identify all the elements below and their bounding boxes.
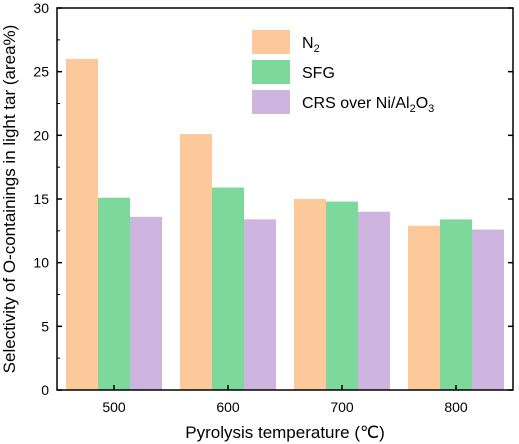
legend-label: CRS over Ni/Al2O3 bbox=[302, 95, 434, 115]
x-tick-label: 800 bbox=[444, 399, 468, 415]
y-tick-label: 10 bbox=[33, 255, 49, 271]
bar-crs-over-ni-al2o3-600 bbox=[244, 219, 276, 390]
x-tick-label: 500 bbox=[102, 399, 126, 415]
bar-n2-800 bbox=[408, 225, 440, 390]
y-tick-label: 15 bbox=[33, 191, 49, 207]
y-axis: 0 5 10 15 20 25 30 bbox=[33, 0, 513, 398]
x-tick-label: 600 bbox=[216, 399, 240, 415]
x-axis: 500 600 700 800 bbox=[102, 385, 468, 415]
bars-layer bbox=[66, 58, 504, 390]
y-tick-label: 20 bbox=[33, 127, 49, 143]
bar-sfg-700 bbox=[326, 201, 358, 390]
legend-label: SFG bbox=[302, 65, 335, 82]
y-tick-label: 25 bbox=[33, 64, 49, 80]
bar-crs-over-ni-al2o3-500 bbox=[130, 216, 162, 390]
bar-n2-600 bbox=[180, 134, 212, 390]
y-tick-label: 0 bbox=[41, 382, 49, 398]
bar-crs-over-ni-al2o3-800 bbox=[472, 229, 504, 390]
x-tick-label: 700 bbox=[330, 399, 354, 415]
bar-sfg-500 bbox=[98, 197, 130, 390]
bar-sfg-800 bbox=[440, 219, 472, 390]
y-tick-label: 5 bbox=[41, 318, 49, 334]
bar-sfg-600 bbox=[212, 187, 244, 390]
legend-swatch bbox=[252, 60, 290, 84]
legend-label: N2 bbox=[302, 35, 320, 55]
legend-swatch bbox=[252, 30, 290, 54]
y-tick-label: 30 bbox=[33, 0, 49, 16]
legend: N2 SFG CRS over Ni/Al2O3 bbox=[252, 30, 434, 115]
legend-swatch bbox=[252, 90, 290, 114]
bar-n2-500 bbox=[66, 58, 98, 390]
x-axis-label: Pyrolysis temperature (℃) bbox=[185, 423, 385, 442]
bar-crs-over-ni-al2o3-700 bbox=[358, 211, 390, 390]
bar-n2-700 bbox=[294, 199, 326, 390]
y-axis-label: Selectivity of O-containings in light ta… bbox=[0, 25, 19, 374]
